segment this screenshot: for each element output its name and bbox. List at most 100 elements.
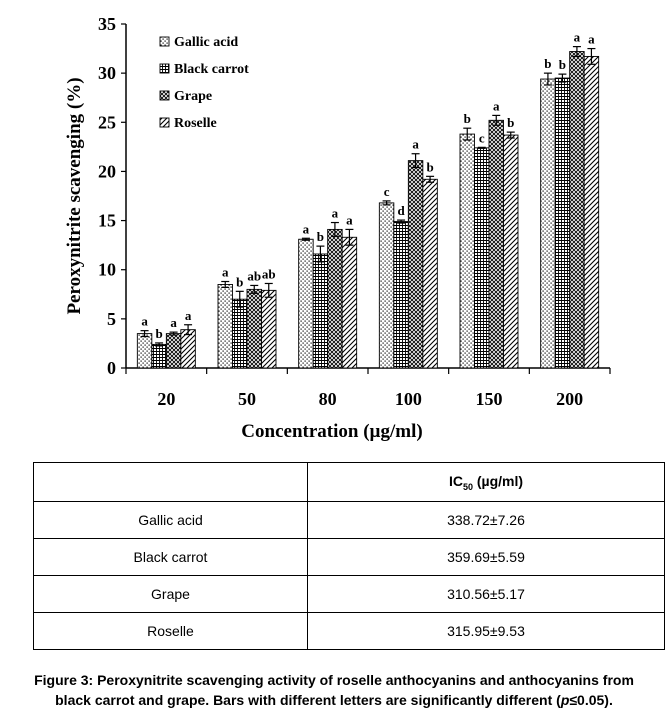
y-tick-label: 0 [107,358,116,378]
ic50-cell: 338.72±7.26 [307,501,665,539]
caption-line-1: Figure 3: Peroxynitrite scavenging activ… [34,672,634,688]
significance-letter: d [397,203,405,218]
significance-letter: c [479,130,485,145]
legend-label: Gallic acid [174,35,238,50]
bar [136,333,153,369]
table-header-row: IC50 (µg/ml) [33,462,665,502]
x-tick-label: 150 [476,389,503,409]
bar [422,178,438,369]
bar [341,236,358,369]
bar [261,289,277,369]
bar [407,160,424,369]
bar [312,253,329,369]
bar [151,343,167,369]
significance-letter: b [464,111,471,126]
significance-letter: ab [262,266,276,281]
bar-chart: Peroxynitrite scavenging (%) Concentrati… [64,14,611,442]
x-axis-label: Concentration (µg/ml) [241,421,422,442]
significance-letter: b [155,326,162,341]
significance-letter: a [303,221,310,236]
x-tick-label: 50 [238,389,256,409]
bar [246,288,262,369]
bar [393,221,409,369]
significance-letter: ab [247,268,261,283]
significance-letter: a [141,314,148,329]
y-tick-label: 25 [98,112,116,132]
sample-cell: Roselle [33,612,308,650]
y-tick-label: 20 [98,161,116,181]
significance-letter: a [346,212,353,227]
significance-letter: b [544,56,551,71]
x-tick-label: 100 [395,389,422,409]
bar [554,77,571,369]
caption-line-2: black carrot and grape. Bars with differ… [0,690,668,710]
bar [180,329,196,369]
bar [503,134,519,369]
table-row: Black carrot 359.69±5.59 [33,538,665,576]
bar [165,333,182,369]
header-ic-sub: 50 [462,481,473,492]
legend: Gallic acid Black carrot Grape Roselle [159,35,249,131]
bar [232,298,248,369]
caption-line-2-pre: black carrot and grape. Bars with differ… [55,692,561,708]
bar [298,238,314,369]
caption-p-symbol: p [560,692,570,708]
significance-letter: b [317,229,324,244]
bar [459,133,475,369]
significance-letter: a [574,30,581,45]
legend-swatch [159,36,170,47]
y-tick-label: 35 [98,14,116,34]
significance-letter: b [507,115,514,130]
bar [488,119,504,369]
header-ic50: IC50 (µg/ml) [307,462,665,502]
y-tick-label: 10 [98,260,116,280]
legend-swatch [159,117,170,128]
table-row: Grape 310.56±5.17 [33,575,665,613]
x-tick-label: 80 [319,389,337,409]
significance-letter: a [332,206,339,221]
significance-letter: c [384,184,390,199]
sample-cell: Gallic acid [33,501,308,539]
significance-letter: a [588,32,595,47]
y-tick-label: 15 [98,211,116,231]
legend-label: Black carrot [174,62,249,77]
table-row: Gallic acid 338.72±7.26 [33,501,665,539]
bar [474,147,490,369]
bar [217,284,233,369]
header-empty-cell [33,462,308,502]
significance-letter: a [412,137,419,152]
y-tick-label: 5 [107,309,116,329]
ic50-table: IC50 (µg/ml) Gallic acid 338.72±7.26 Bla… [33,462,665,650]
significance-letter: b [236,274,243,289]
figure-caption: Figure 3: Peroxynitrite scavenging activ… [0,670,668,710]
bar [583,55,600,369]
sample-cell: Black carrot [33,538,308,576]
significance-letter: a [185,308,192,323]
x-tick-label: 20 [157,389,175,409]
bar [378,202,395,369]
legend-label: Grape [174,89,212,104]
bar [540,78,556,369]
significance-letter: b [426,159,433,174]
ic50-cell: 315.95±9.53 [307,612,665,650]
legend-swatch [159,90,170,101]
significance-letter: a [170,315,177,330]
ic50-cell: 359.69±5.59 [307,538,665,576]
legend-label: Roselle [174,116,217,131]
bar [569,51,585,369]
significance-letter: a [222,265,229,280]
y-tick-label: 30 [98,63,116,83]
x-tick-label: 200 [556,389,583,409]
caption-line-2-post: ≤0.05). [569,692,613,708]
header-ic-base: IC [448,472,463,489]
header-ic-unit: (µg/ml) [472,472,524,489]
axes: 0 5 10 15 20 25 30 35 20 50 80 100 150 200 [98,14,611,409]
table-row: Roselle 315.95±9.53 [33,612,665,650]
significance-letter: b [559,57,566,72]
sample-cell: Grape [33,575,308,613]
legend-swatch [159,63,170,74]
bar [327,228,343,369]
significance-letter: a [493,98,500,113]
ic50-cell: 310.56±5.17 [307,575,665,613]
